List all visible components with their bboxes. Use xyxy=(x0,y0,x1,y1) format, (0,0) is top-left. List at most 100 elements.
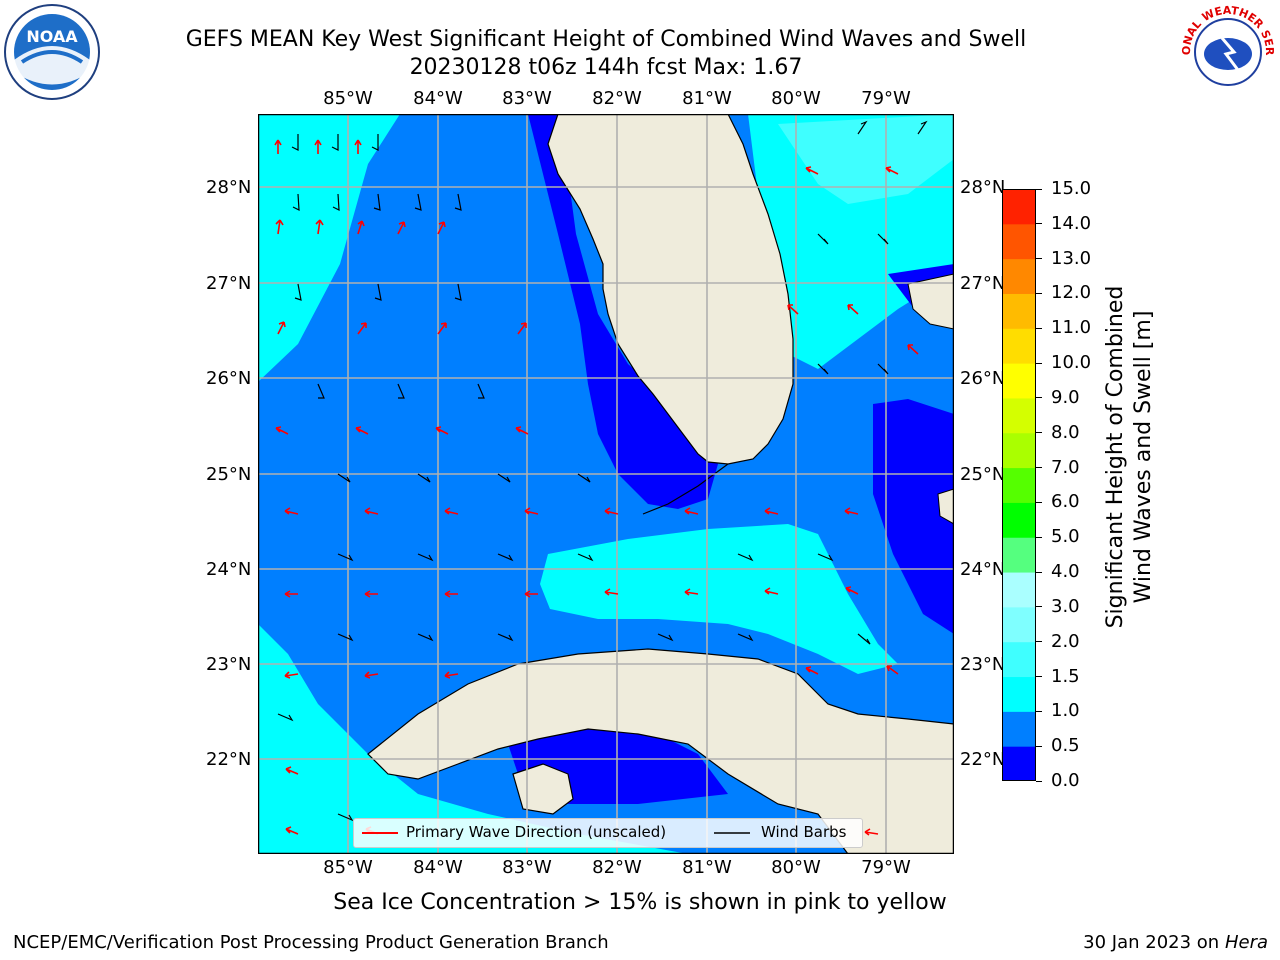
lon-label-bottom-83w: 83°W xyxy=(502,857,552,878)
colorbar-tick-mark xyxy=(1036,710,1042,712)
colorbar-tick-label: 12.0 xyxy=(1051,282,1092,304)
lat-label-right-23n: 23°N xyxy=(960,654,1006,675)
lon-label-top-85w: 85°W xyxy=(323,88,373,109)
lat-label-right-25n: 25°N xyxy=(960,464,1006,485)
colorbar-tick-label: 14.0 xyxy=(1051,212,1092,234)
colorbar-tick-mark xyxy=(1036,571,1042,573)
lat-label-right-27n: 27°N xyxy=(960,273,1006,294)
lon-label-bottom-81w: 81°W xyxy=(682,857,732,878)
colorbar xyxy=(1002,189,1036,781)
noaa-logo: NOAA xyxy=(2,2,102,102)
colorbar-tick-mark xyxy=(1036,780,1042,782)
colorbar-tick-label: 0.0 xyxy=(1051,770,1080,791)
colorbar-tick-label: 5.0 xyxy=(1051,526,1080,548)
lat-label-left-22n: 22°N xyxy=(206,749,252,770)
wind-barb-legend-line xyxy=(714,832,750,834)
colorbar-tick-mark xyxy=(1036,432,1042,434)
lon-label-top-80w: 80°W xyxy=(771,88,821,109)
colorbar-tick-mark xyxy=(1036,676,1042,678)
colorbar-tick-mark xyxy=(1036,258,1042,260)
lat-label-right-28n: 28°N xyxy=(960,177,1006,198)
colorbar-tick-label: 1.0 xyxy=(1051,700,1080,722)
colorbar-tick-label: 7.0 xyxy=(1051,456,1080,478)
colorbar-tick-mark xyxy=(1036,327,1042,329)
colorbar-tick-label: 0.5 xyxy=(1051,735,1080,757)
lon-label-top-82w: 82°W xyxy=(592,88,642,109)
colorbar-tick-label: 15.0 xyxy=(1051,178,1092,199)
colorbar-tick-mark xyxy=(1036,467,1042,469)
footer-host: Hera xyxy=(1224,932,1268,953)
wave-direction-legend-line xyxy=(362,832,398,834)
colorbar-tick-mark xyxy=(1036,745,1042,747)
colorbar-segment xyxy=(1002,363,1036,399)
lat-label-left-25n: 25°N xyxy=(206,464,252,485)
lon-label-top-79w: 79°W xyxy=(861,88,911,109)
florida-land xyxy=(547,114,794,465)
colorbar-tick-label: 6.0 xyxy=(1051,491,1080,513)
colorbar-tick-mark xyxy=(1036,397,1042,399)
colorbar-tick-label: 3.0 xyxy=(1051,595,1080,617)
lat-label-left-23n: 23°N xyxy=(206,654,252,675)
colorbar-label-line2: Wind Waves and Swell [m] xyxy=(1131,310,1156,604)
lon-label-top-81w: 81°W xyxy=(682,88,732,109)
legend-wave-label: Primary Wave Direction (unscaled) xyxy=(406,823,667,841)
colorbar-segment xyxy=(1002,258,1036,294)
colorbar-tick-mark xyxy=(1036,292,1042,294)
colorbar-tick-label: 11.0 xyxy=(1051,317,1092,339)
colorbar-segment xyxy=(1002,293,1036,329)
footer-date: 30 Jan 2023 on xyxy=(1083,932,1225,953)
colorbar-segment xyxy=(1002,189,1036,225)
colorbar-tick-label: 10.0 xyxy=(1051,352,1092,374)
map-legend: Primary Wave Direction (unscaled) Wind B… xyxy=(353,818,863,848)
colorbar-segment xyxy=(1002,746,1036,781)
colorbar-segment xyxy=(1002,432,1036,469)
colorbar-segment xyxy=(1002,676,1036,712)
lat-label-left-27n: 27°N xyxy=(206,273,252,294)
colorbar-segment xyxy=(1002,641,1036,678)
colorbar-segment xyxy=(1002,328,1036,364)
colorbar-tick-label: 9.0 xyxy=(1051,386,1080,408)
colorbar-tick-mark xyxy=(1036,501,1042,503)
lon-label-top-84w: 84°W xyxy=(413,88,463,109)
florida-keys xyxy=(642,463,729,515)
lat-label-left-26n: 26°N xyxy=(206,368,252,389)
nws-logo: NATIONAL WEATHER SERVICE xyxy=(1173,0,1278,102)
colorbar-segment xyxy=(1002,572,1036,608)
colorbar-border xyxy=(1002,189,1036,781)
lat-label-left-28n: 28°N xyxy=(206,177,252,198)
colorbar-tick-mark xyxy=(1036,536,1042,538)
wave-arrows xyxy=(274,139,919,836)
lon-label-bottom-85w: 85°W xyxy=(323,857,373,878)
colorbar-segment xyxy=(1002,397,1036,434)
colorbar-tick-label: 8.0 xyxy=(1051,421,1080,443)
colorbar-tick-label: 2.0 xyxy=(1051,630,1080,652)
footer-left: NCEP/EMC/Verification Post Processing Pr… xyxy=(13,932,609,953)
lon-label-bottom-80w: 80°W xyxy=(771,857,821,878)
lat-label-right-26n: 26°N xyxy=(960,368,1006,389)
colorbar-label: Significant Height of Combined Wind Wave… xyxy=(1102,247,1158,667)
colorbar-label-line1: Significant Height of Combined xyxy=(1103,285,1128,629)
wind-barbs xyxy=(277,120,928,822)
colorbar-segment xyxy=(1002,537,1036,573)
wave-field-cyan-band xyxy=(540,524,898,674)
lon-label-bottom-84w: 84°W xyxy=(413,857,463,878)
wave-field-cyan-nw xyxy=(258,114,400,382)
svg-text:NOAA: NOAA xyxy=(26,27,78,46)
colorbar-segment xyxy=(1002,711,1036,747)
footer-right: 30 Jan 2023 on Hera xyxy=(1083,932,1268,953)
cuba-land xyxy=(367,648,954,854)
chart-title: GEFS MEAN Key West Significant Height of… xyxy=(185,27,1027,52)
colorbar-tick-label: 4.0 xyxy=(1051,561,1080,583)
andros-island xyxy=(937,488,954,525)
lon-label-bottom-82w: 82°W xyxy=(592,857,642,878)
colorbar-tick-mark xyxy=(1036,188,1042,190)
chart-subtitle: 20230128 t06z 144h fcst Max: 1.67 xyxy=(409,55,803,80)
wave-field-darkblue-bahamas xyxy=(873,399,954,634)
colorbar-tick-label: 13.0 xyxy=(1051,247,1092,269)
wave-field-lightcyan-ne xyxy=(778,114,954,204)
colorbar-segment xyxy=(1002,606,1036,643)
colorbar-segment xyxy=(1002,223,1036,260)
colorbar-segment xyxy=(1002,502,1036,538)
colorbar-tick-mark xyxy=(1036,606,1042,608)
lon-label-bottom-79w: 79°W xyxy=(861,857,911,878)
